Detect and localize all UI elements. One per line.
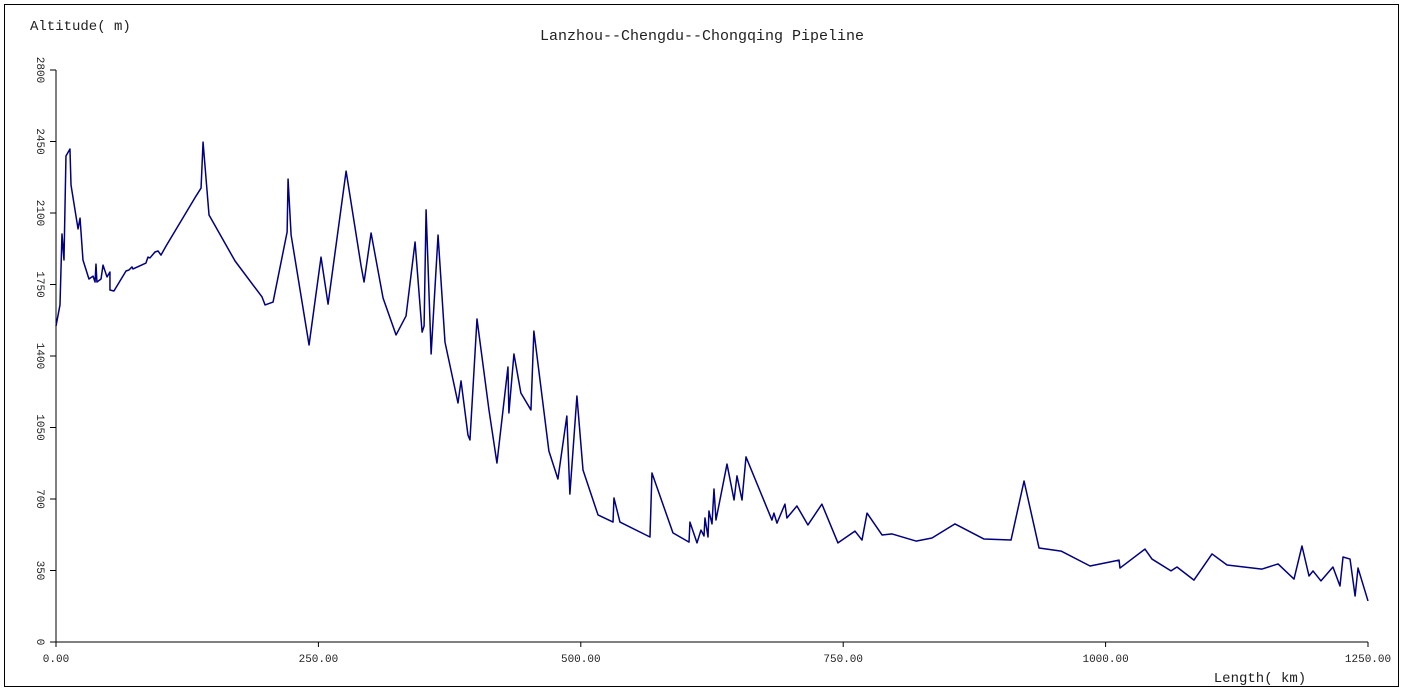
line [55,141,1369,602]
y-tick-label: 2800 [33,57,45,83]
y-tick-label: 1050 [33,414,45,440]
x-tick-label: 500.00 [561,654,601,666]
y-tick-label: 350 [33,561,45,581]
chart-title: Lanzhou--Chengdu--Chongqing Pipeline [540,28,864,45]
y-tick-label: 2450 [33,128,45,154]
y-axis-title: Altitude( m) [30,19,131,35]
x-tick-label: 750.00 [823,654,863,666]
y-tick-label: 2100 [33,200,45,226]
y-tick-label: 0 [33,639,45,646]
x-tick-label: 0.00 [43,654,69,666]
x-axis-title: Length( km) [1214,671,1306,687]
y-tick-label: 1400 [33,343,45,369]
y-tick-label: 1750 [33,271,45,297]
x-tick-label: 250.00 [299,654,339,666]
y-tick-label: 700 [33,489,45,509]
x-tick-label: 1250.00 [1345,654,1391,666]
frame [4,4,1399,687]
x-tick-label: 1000.00 [1082,654,1128,666]
